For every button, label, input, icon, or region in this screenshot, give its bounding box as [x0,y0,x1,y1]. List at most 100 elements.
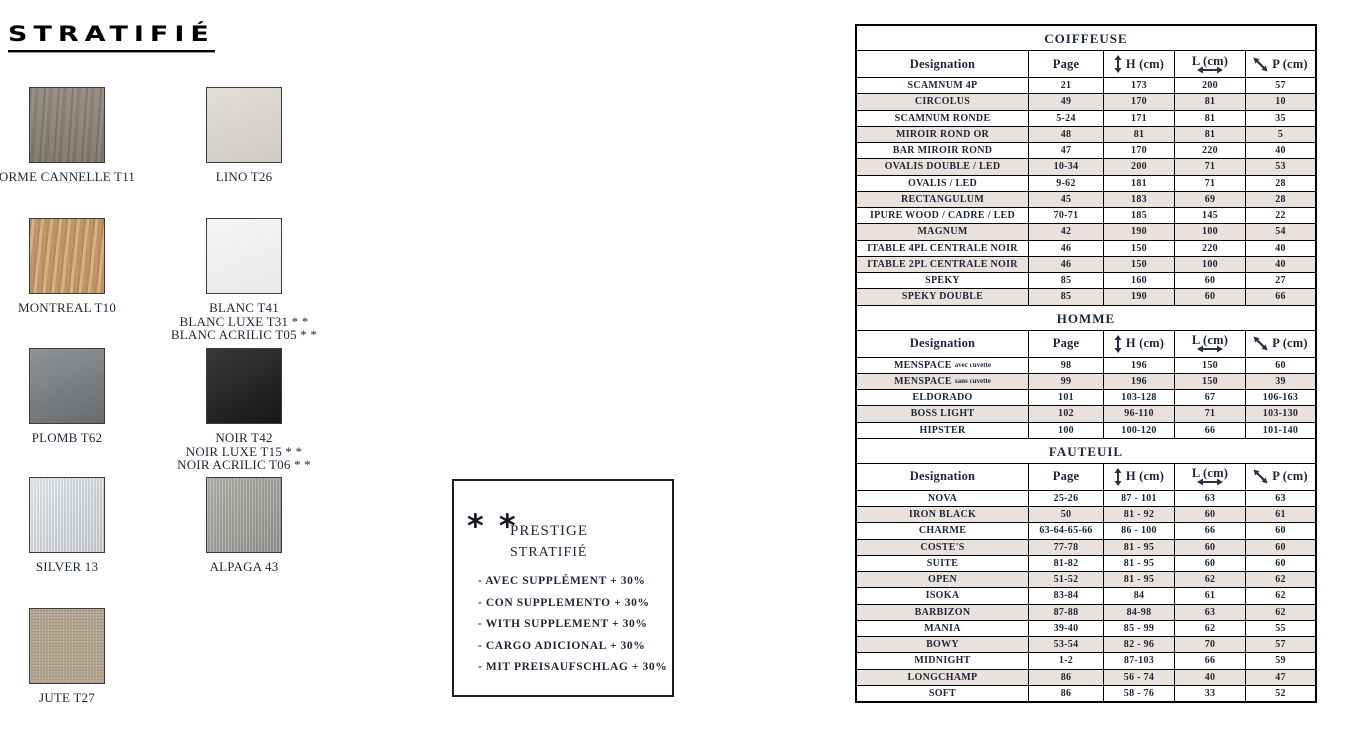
table-cell: 25-26 [1028,490,1103,506]
table-cell: SPEKY [925,275,960,287]
table-cell: 28 [1245,191,1315,207]
table-cell: 9-62 [1028,175,1103,191]
table-header-row: Designation Page H (cm) L (cm) P (cm) [857,463,1315,491]
table-cell: 81 - 92 [1103,507,1174,523]
swatch-color-silver [29,477,105,553]
table-row: MANIA 39-40 85 - 99 62 55 [857,619,1315,636]
table-cell: 61 [1245,507,1315,523]
table-cell: 190 [1103,289,1174,305]
table-cell: 100 [1174,224,1245,240]
swatch-label-alpaga: ALPAGA 43 [210,560,279,574]
table-cell: 53-54 [1028,637,1103,653]
swatch-label-line: BLANC T41 [209,300,279,315]
table-cell: 171 [1103,110,1174,126]
table-row: SCAMNUM 4P 21 173 200 57 [857,78,1315,94]
swatch-montreal: MONTREAL T10 [18,218,116,314]
table-row: ITABLE 2PL CENTRALE NOIR 46 150 100 40 [857,255,1315,272]
supplement-item-fr: - AVEC SUPPLÉMENT + 30% [478,575,646,587]
table-row: IPURE WOOD / CADRE / LED 70-71 185 145 22 [857,207,1315,224]
header-label: Designation [909,469,976,484]
table-cell: 60 [1245,539,1315,555]
table-cell: 150 [1103,240,1174,256]
table-body-fauteuil: NOVA 25-26 87 - 101 63 63 IRON BLACK 50 81 - 92… [857,490,1315,701]
swatch-label-jute: JUTE T27 [39,691,95,705]
table-section-homme: HOMME Designation Page H (cm) L (cm) P (… [857,304,1315,438]
table-cell: 27 [1245,273,1315,289]
table-row: COSTE'S 77-78 81 - 95 60 60 [857,538,1315,555]
header-label: Page [1052,56,1080,71]
header-label: L (cm) [1191,466,1229,481]
table-cell: IPURE WOOD / CADRE / LED [869,210,1016,222]
prestige-title: PRESTIGE [510,523,589,539]
table-cell: 62 [1245,588,1315,604]
table-cell: 33 [1174,685,1245,701]
header-label: L (cm) [1191,333,1229,347]
table-cell: 87-88 [1028,604,1103,620]
table-cell: 49 [1028,94,1103,110]
table-cell: SCAMNUM 4P [907,80,978,92]
table-cell: 48 [1028,126,1103,142]
table-cell: 100-120 [1103,422,1174,438]
section-title: HOMME [857,306,1315,331]
table-cell: 22 [1245,208,1315,224]
swatch-plomb: PLOMB T62 [29,348,105,444]
table-cell: 87-103 [1103,653,1174,669]
table-cell: 28 [1245,175,1315,191]
table-cell: 60 [1174,555,1245,571]
table-cell: 46 [1028,240,1103,256]
table-cell: 50 [1028,507,1103,523]
header-height: H (cm) [1103,51,1174,77]
table-cell: 62 [1245,572,1315,588]
table-cell: MENSPACE sans cuvette [894,375,991,387]
table-cell: 56 - 74 [1103,669,1174,685]
header-label: P (cm) [1272,336,1308,350]
table-cell: 61 [1174,588,1245,604]
table-row: CHARME 63-64-65-66 86 - 100 66 60 [857,522,1315,539]
table-section-coiffeuse: COIFFEUSE Designation Page H (cm) L (cm)… [857,26,1315,305]
swatch-lino: LINO T26 [206,87,282,183]
table-body-coiffeuse: SCAMNUM 4P 21 173 200 57 CIRCOLUS 49 170 81 10 SCA… [857,78,1315,305]
table-cell: 81 [1103,126,1174,142]
header-page: Page [1028,463,1103,490]
table-row: BARBIZON 87-88 84-98 63 62 [857,603,1315,620]
page-title: STRATIFIÉ [8,22,215,53]
section-title: FAUTEUIL [857,439,1315,464]
table-cell: BOSS LIGHT [910,408,975,420]
swatch-label-lino: LINO T26 [216,170,273,184]
swatch-color-alpaga [206,477,282,553]
header-length: L (cm) [1174,330,1245,357]
table-cell: BARBIZON [914,606,971,618]
header-designation: Designation [857,464,1028,490]
table-cell: 81 - 95 [1103,555,1174,571]
table-cell: 86 [1028,669,1103,685]
table-cell: 85 - 99 [1103,620,1174,636]
table-cell: 185 [1103,208,1174,224]
swatch-blanc: BLANC T41 BLANC LUXE T31 * * BLANC ACRIL… [171,218,317,341]
table-cell: 40 [1245,240,1315,256]
table-header-row: Designation Page H (cm) L (cm) P (cm) [857,330,1315,358]
swatch-label-line: LINO T26 [215,169,273,184]
section-title: COIFFEUSE [857,26,1315,51]
header-page: Page [1028,51,1103,77]
table-cell: 81 [1174,94,1245,110]
table-cell: 81 - 95 [1103,539,1174,555]
swatch-label-line: SILVER 13 [35,559,99,574]
header-height: H (cm) [1103,463,1174,490]
table-row: OVALIS DOUBLE / LED 10-34 200 71 53 [857,158,1315,175]
table-cell: 196 [1103,357,1174,373]
header-label: L (cm) [1191,53,1229,68]
table-row: MIROIR ROND OR 48 81 81 5 [857,125,1315,142]
header-label: H (cm) [1125,56,1165,71]
table-cell: 86 [1028,685,1103,701]
supplement-item-en: - WITH SUPPLEMENT + 30% [478,618,648,630]
swatch-label-line: BLANC ACRILIC T05 * * [170,327,318,342]
swatch-jute: JUTE T27 [29,608,105,704]
table-cell: SCAMNUM RONDE [894,112,991,124]
header-depth: P (cm) [1245,330,1315,357]
table-cell: 103-128 [1103,390,1174,406]
table-cell: SOFT [928,687,957,699]
table-cell: ITABLE 4PL CENTRALE NOIR [867,242,1018,254]
table-cell: 190 [1103,224,1174,240]
table-cell: 70-71 [1028,208,1103,224]
table-body-homme: MENSPACE avec cuvette 98 196 150 60 MENSPACE sa… [857,357,1315,438]
